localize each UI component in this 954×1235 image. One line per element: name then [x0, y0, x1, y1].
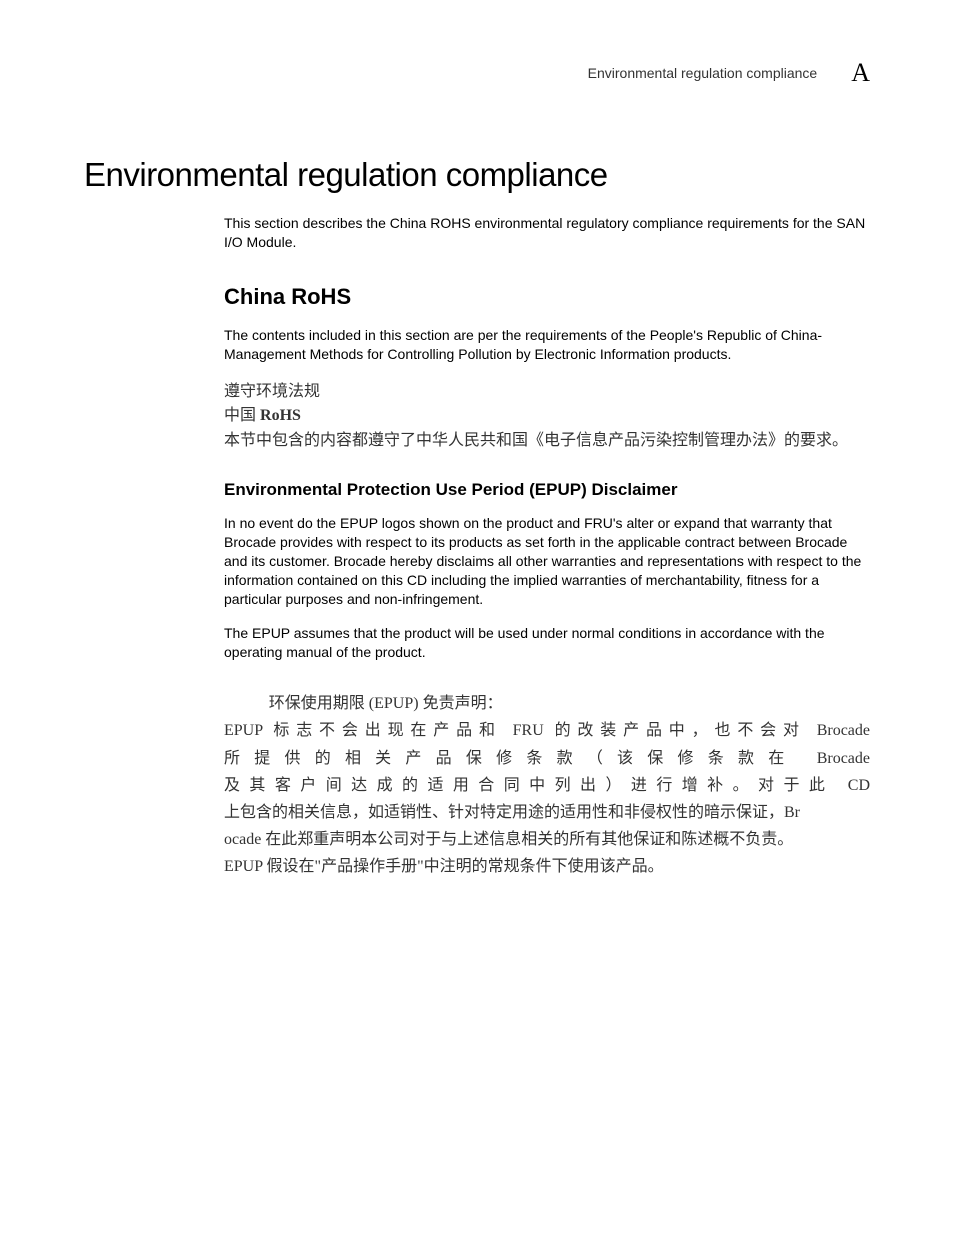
- page-title: Environmental regulation compliance: [84, 156, 870, 194]
- china-rohs-cjk-block: 遵守环境法规 中国 RoHS 本节中包含的内容都遵守了中华人民共和国《电子信息产…: [224, 380, 870, 454]
- cjk-line-3: 本节中包含的内容都遵守了中华人民共和国《电子信息产品污染控制管理办法》的要求。: [224, 429, 870, 454]
- appendix-letter: A: [851, 58, 870, 88]
- epup-cjk-line-3: 及其客户间达成的适用合同中列出）进行增补。对于此 CD: [224, 772, 870, 799]
- cjk-line-2-prefix: 中国: [224, 407, 260, 424]
- epup-paragraph-1: In no event do the EPUP logos shown on t…: [224, 514, 870, 608]
- body-content: This section describes the China ROHS en…: [224, 214, 870, 881]
- china-rohs-paragraph: The contents included in this section ar…: [224, 326, 870, 364]
- china-rohs-heading: China RoHS: [224, 284, 870, 310]
- rohs-bold-label: RoHS: [260, 407, 301, 424]
- cjk-line-2: 中国 RoHS: [224, 404, 870, 429]
- epup-cjk-title: 环保使用期限 (EPUP) 免责声明：: [224, 690, 870, 717]
- epup-cjk-line-4: 上包含的相关信息，如适销性、针对特定用途的适用性和非侵权性的暗示保证，Br: [224, 799, 870, 826]
- running-title: Environmental regulation compliance: [588, 65, 818, 81]
- epup-cjk-line-5: ocade 在此郑重声明本公司对于与上述信息相关的所有其他保证和陈述概不负责。: [224, 826, 870, 853]
- document-page: Environmental regulation compliance A En…: [0, 0, 954, 1235]
- cjk-line-1: 遵守环境法规: [224, 380, 870, 405]
- epup-cjk-line-2: 所提供的相关产品保修条款（该保修条款在 Brocade: [224, 745, 870, 772]
- epup-cjk-line-6: EPUP 假设在"产品操作手册"中注明的常规条件下使用该产品。: [224, 853, 870, 880]
- running-header: Environmental regulation compliance A: [84, 58, 870, 88]
- epup-cjk-block: 环保使用期限 (EPUP) 免责声明： EPUP 标志不会出现在产品和 FRU …: [224, 690, 870, 880]
- epup-paragraph-2: The EPUP assumes that the product will b…: [224, 624, 870, 662]
- epup-disclaimer-heading: Environmental Protection Use Period (EPU…: [224, 480, 870, 500]
- epup-cjk-line-1: EPUP 标志不会出现在产品和 FRU 的改装产品中，也不会对 Brocade: [224, 717, 870, 744]
- intro-paragraph: This section describes the China ROHS en…: [224, 214, 870, 252]
